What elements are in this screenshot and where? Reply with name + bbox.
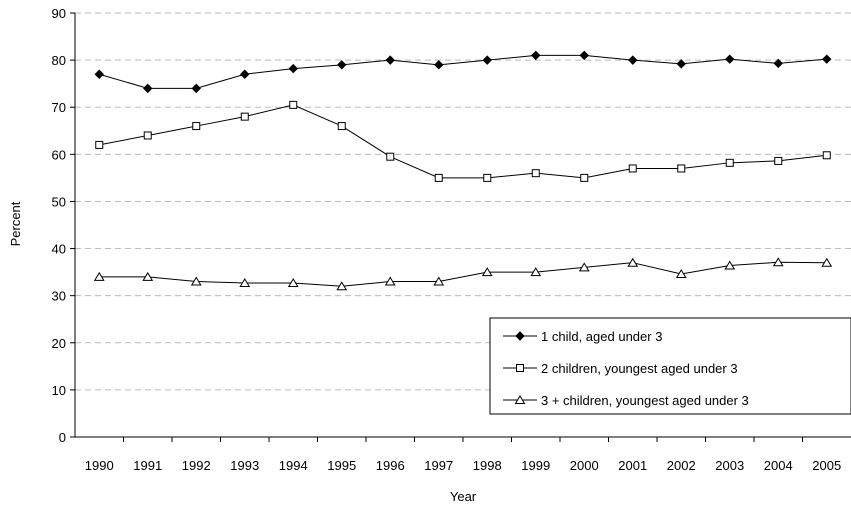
triangle-marker: [821, 257, 833, 267]
diamond-marker: [515, 331, 525, 341]
y-tick-labels: 0 10 20 30 40 50 60 70 80 90: [52, 6, 66, 445]
diamond-marker: [240, 69, 250, 79]
y-tick-label: 30: [52, 289, 66, 304]
triangle-marker: [675, 269, 687, 278]
series-line: [99, 54, 827, 89]
triangle-marker: [627, 257, 639, 267]
x-tick-label: 1991: [133, 458, 162, 473]
x-tick-label: 2002: [667, 458, 696, 473]
square-marker: [774, 156, 783, 165]
y-tick-label: 70: [52, 100, 66, 115]
square-marker: [143, 131, 152, 140]
legend-label: 2 children, youngest aged under 3: [541, 361, 738, 376]
series-line: [99, 261, 827, 287]
square-marker: [434, 173, 443, 182]
square-marker: [289, 100, 298, 109]
axes: [70, 12, 851, 442]
triangle-marker: [287, 277, 299, 287]
x-tick-label: 1993: [230, 458, 259, 473]
series-3: [93, 257, 833, 291]
triangle-marker: [724, 260, 736, 270]
x-tick-label: 1999: [521, 458, 550, 473]
square-marker: [483, 173, 492, 182]
legend-item-2: 2 children, youngest aged under 3: [503, 361, 738, 376]
triangle-marker: [239, 277, 251, 287]
diamond-marker: [191, 83, 201, 94]
square-marker: [628, 164, 637, 173]
square-marker: [240, 112, 249, 121]
legend-box: [489, 317, 851, 415]
triangle-marker: [190, 276, 202, 286]
diamond-marker: [385, 55, 395, 65]
diamond-marker: [288, 63, 298, 74]
triangle-marker: [93, 271, 105, 281]
diamond-marker: [725, 54, 735, 64]
y-tick-label: 20: [52, 336, 66, 351]
y-tick-label: 10: [52, 383, 66, 398]
x-tick-label: 2003: [715, 458, 744, 473]
x-tick-label: 1990: [85, 458, 114, 473]
square-marker: [516, 364, 524, 372]
x-tick-label: 1996: [376, 458, 405, 473]
square-marker: [822, 151, 831, 160]
diamond-marker: [434, 60, 444, 70]
triangle-marker: [433, 276, 445, 286]
x-tick-label: 2001: [618, 458, 647, 473]
diamond-marker: [482, 55, 492, 65]
x-tick-label: 1997: [424, 458, 453, 473]
y-tick-label: 80: [52, 53, 66, 68]
triangle-marker: [142, 271, 154, 281]
triangle-marker: [336, 281, 348, 291]
x-tick-labels: 1990 1991 1992 1993 1994 1995 1996 1997 1998 1999…: [85, 458, 841, 473]
y-axis-label: Percent: [8, 201, 23, 246]
y-tick-label: 60: [52, 147, 66, 162]
x-tick-label: 1995: [327, 458, 356, 473]
diamond-marker: [822, 54, 832, 64]
diamond-marker: [143, 83, 153, 94]
y-tick-label: 50: [52, 194, 66, 209]
square-marker: [677, 164, 686, 173]
x-tick-label: 1998: [473, 458, 502, 473]
diamond-marker: [94, 69, 104, 79]
x-axis-label: Year: [450, 489, 477, 504]
triangle-marker: [384, 276, 396, 286]
x-tick-label: 1994: [279, 458, 308, 473]
series-line: [99, 104, 827, 179]
square-marker: [337, 122, 346, 131]
square-marker: [531, 169, 540, 178]
square-marker: [580, 173, 589, 182]
series-1: [94, 50, 832, 94]
triangle-marker: [772, 257, 784, 267]
square-marker: [95, 140, 104, 149]
diamond-marker: [579, 50, 589, 61]
x-tick-label: 1992: [182, 458, 211, 473]
legend-label: 3 + children, youngest aged under 3: [541, 393, 749, 408]
diamond-marker: [531, 50, 541, 61]
legend-item-3: 3 + children, youngest aged under 3: [503, 393, 749, 408]
square-marker: [192, 122, 201, 131]
triangle-marker: [481, 267, 493, 277]
diamond-marker: [628, 55, 638, 65]
y-tick-label: 0: [59, 430, 66, 445]
square-marker: [725, 158, 734, 167]
series-2: [95, 100, 831, 182]
series-group: [93, 50, 833, 291]
legend: 1 child, aged under 3 2 children, younges…: [489, 317, 851, 415]
square-marker: [386, 152, 395, 161]
legend-label: 1 child, aged under 3: [541, 329, 662, 344]
x-tick-label: 2000: [570, 458, 599, 473]
diamond-marker: [773, 58, 783, 69]
y-tick-label: 90: [52, 6, 66, 21]
legend-item-1: 1 child, aged under 3: [503, 329, 662, 344]
y-tick-label: 40: [52, 242, 66, 257]
diamond-marker: [337, 60, 347, 70]
triangle-marker: [530, 267, 542, 277]
diamond-marker: [676, 59, 686, 69]
triangle-marker: [514, 395, 526, 404]
x-tick-label: 2004: [764, 458, 793, 473]
triangle-marker: [578, 262, 590, 272]
x-tick-label: 2005: [812, 458, 841, 473]
